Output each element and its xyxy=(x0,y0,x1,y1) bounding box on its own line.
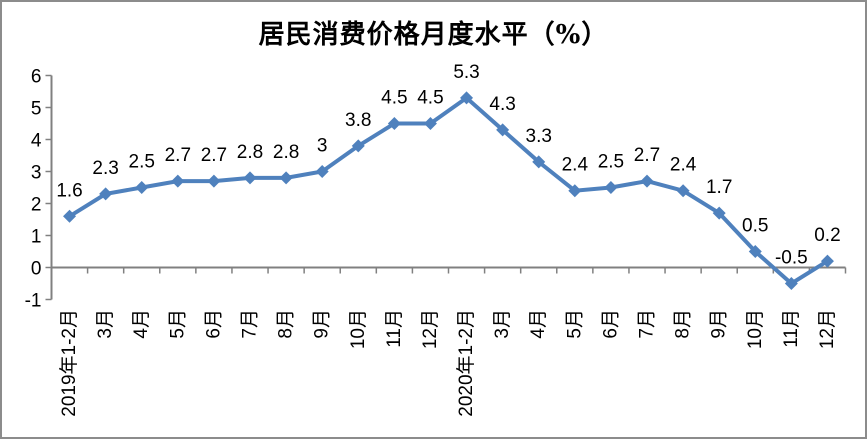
x-axis-category-label: 10月 xyxy=(348,309,369,349)
data-point-marker xyxy=(748,245,762,258)
data-point-label: 2.3 xyxy=(92,158,118,179)
data-point-label: 1.7 xyxy=(706,177,732,198)
data-point-marker xyxy=(604,181,618,194)
data-point-marker xyxy=(243,171,257,185)
x-axis-category-label: 6月 xyxy=(600,309,621,339)
data-point-label: 2.8 xyxy=(273,142,299,163)
x-axis-category-label: 10月 xyxy=(745,309,766,349)
x-axis-category-label: 12月 xyxy=(420,309,441,349)
x-axis-category-label: 12月 xyxy=(817,309,838,349)
y-axis-tick-label: 0 xyxy=(31,259,42,280)
data-point-marker xyxy=(63,209,77,223)
data-point-marker xyxy=(99,187,113,201)
x-axis-category-label: 2019年1-2月 xyxy=(58,309,80,417)
data-point-marker xyxy=(207,174,221,188)
x-axis-category-label: 8月 xyxy=(673,309,694,339)
data-point-marker xyxy=(496,123,510,137)
data-point-label: 4.5 xyxy=(417,88,443,109)
data-point-label: 2.7 xyxy=(165,145,191,166)
data-point-label: 1.6 xyxy=(56,180,82,201)
data-point-marker xyxy=(640,174,654,188)
data-point-marker xyxy=(351,139,365,153)
data-point-label: 2.5 xyxy=(598,152,624,173)
data-point-marker xyxy=(820,254,834,268)
y-axis-tick-label: -1 xyxy=(25,291,42,312)
x-axis-category-label: 7月 xyxy=(240,309,261,339)
x-axis-category-label: 2020年1-2月 xyxy=(455,309,477,417)
data-point-label: 0.2 xyxy=(814,225,840,246)
data-point-marker xyxy=(712,206,726,220)
y-axis-tick-label: 4 xyxy=(31,131,42,152)
x-axis-category-label: 3月 xyxy=(492,309,513,339)
data-point-marker xyxy=(135,181,149,194)
data-point-label: 5.3 xyxy=(453,62,479,83)
data-point-label: 2.8 xyxy=(237,142,263,163)
x-axis-category-label: 11月 xyxy=(384,309,405,348)
data-point-label: 3.3 xyxy=(526,126,552,147)
data-point-marker xyxy=(568,184,582,198)
y-axis-tick-label: 3 xyxy=(31,163,42,184)
series-line xyxy=(68,95,829,286)
data-point-label: 2.7 xyxy=(201,145,227,166)
data-point-label: 4.5 xyxy=(381,88,407,109)
x-axis-category-label: 8月 xyxy=(276,309,297,339)
data-point-label: 3.8 xyxy=(345,110,371,131)
data-point-label: 2.7 xyxy=(634,145,660,166)
x-axis-category-label: 9月 xyxy=(709,309,730,339)
x-axis-category-label: 5月 xyxy=(564,309,585,339)
data-point-label: -0.5 xyxy=(775,248,808,269)
data-point-label: 0.5 xyxy=(742,216,768,237)
y-axis-tick-label: 2 xyxy=(31,195,42,216)
x-axis-category-label: 4月 xyxy=(131,309,152,339)
data-point-marker xyxy=(423,117,437,130)
chart-title: 居民消费价格月度水平（%） xyxy=(258,20,609,50)
data-point-marker xyxy=(532,155,546,169)
data-point-marker xyxy=(171,174,185,188)
x-axis-category-label: 6月 xyxy=(203,309,224,339)
x-axis-category-label: 9月 xyxy=(312,309,333,339)
data-point-label: 2.5 xyxy=(129,152,155,173)
data-point-label: 4.3 xyxy=(489,94,515,115)
y-axis-tick-label: 6 xyxy=(31,67,42,88)
y-axis-tick-label: 1 xyxy=(31,227,42,248)
data-point-label: 3 xyxy=(317,136,328,157)
data-point-label: 2.4 xyxy=(670,155,697,176)
x-axis-category-label: 3月 xyxy=(95,309,116,339)
data-point-marker xyxy=(460,91,474,105)
data-point-marker xyxy=(784,277,798,290)
data-point-marker xyxy=(676,184,690,198)
x-axis-category-label: 4月 xyxy=(528,309,549,339)
y-axis-tick-label: 5 xyxy=(31,99,42,120)
x-axis-category-label: 5月 xyxy=(167,309,188,339)
data-point-marker xyxy=(315,165,329,178)
data-point-marker xyxy=(279,171,293,185)
x-axis-category-label: 7月 xyxy=(637,309,658,339)
data-point-marker xyxy=(387,117,401,130)
data-point-label: 2.4 xyxy=(562,155,589,176)
x-axis-category-label: 11月 xyxy=(781,309,802,348)
